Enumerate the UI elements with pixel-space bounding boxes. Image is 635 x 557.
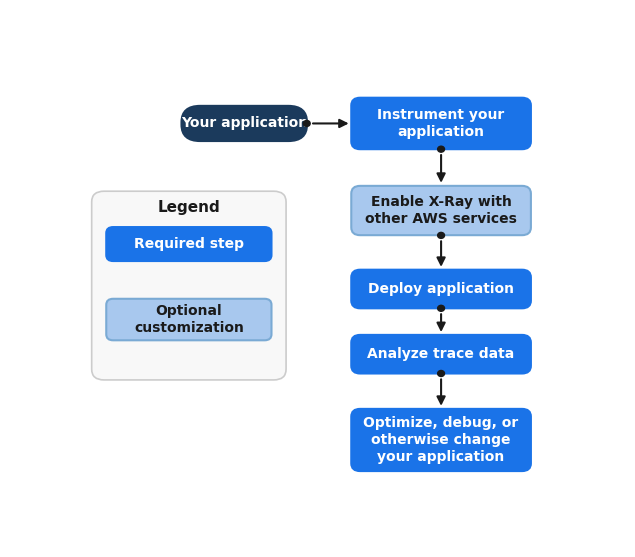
Circle shape [304,120,310,126]
Circle shape [438,305,444,311]
Circle shape [438,146,444,152]
FancyBboxPatch shape [351,97,531,149]
FancyBboxPatch shape [182,106,307,141]
Text: Legend: Legend [157,200,220,215]
Text: Required step: Required step [134,237,244,251]
Circle shape [438,370,444,377]
FancyBboxPatch shape [351,186,531,235]
FancyBboxPatch shape [351,409,531,471]
Text: Analyze trace data: Analyze trace data [368,347,515,361]
FancyBboxPatch shape [351,270,531,309]
Text: Enable X-Ray with
other AWS services: Enable X-Ray with other AWS services [365,195,517,226]
FancyBboxPatch shape [351,335,531,374]
Circle shape [438,232,444,238]
Text: Instrument your
application: Instrument your application [377,108,505,139]
FancyBboxPatch shape [106,299,272,340]
Text: Your application: Your application [181,116,308,130]
FancyBboxPatch shape [106,227,272,261]
FancyBboxPatch shape [91,191,286,380]
Text: Deploy application: Deploy application [368,282,514,296]
Text: Optional
customization: Optional customization [134,304,244,335]
Text: Optimize, debug, or
otherwise change
your application: Optimize, debug, or otherwise change you… [363,416,519,465]
